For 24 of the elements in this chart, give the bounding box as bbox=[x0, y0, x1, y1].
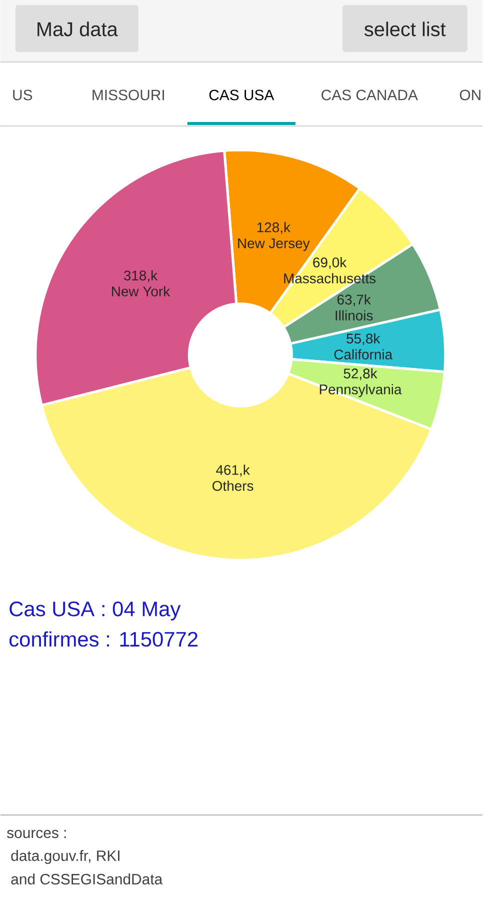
data-label: 55,8k bbox=[346, 333, 380, 346]
slice-label: New York bbox=[112, 286, 170, 296]
text: and CSSEGISandData bbox=[11, 874, 163, 884]
slice-label: Illinois bbox=[336, 310, 373, 321]
data-label: 318,k bbox=[124, 270, 158, 282]
text: confirmes : 1150772 bbox=[10, 631, 198, 647]
source-note: sources : bbox=[7, 830, 66, 838]
text: MaJ data bbox=[38, 22, 118, 36]
text: data.gouv.fr, RKI bbox=[11, 850, 120, 864]
text: US bbox=[13, 90, 32, 100]
data-label: 128,k bbox=[257, 222, 291, 234]
text: CAS CANADA bbox=[322, 90, 418, 100]
text: Cas USA : 04 May bbox=[10, 602, 181, 620]
data-label: 461,k bbox=[216, 464, 250, 477]
text: ON bbox=[460, 90, 480, 100]
text: CAS USA bbox=[209, 90, 274, 100]
data-label: 63,7k bbox=[338, 294, 371, 306]
data-label: 69,0k bbox=[313, 257, 347, 270]
text: MISSOURI bbox=[92, 90, 164, 100]
slice-label: California bbox=[334, 349, 393, 360]
text: select list bbox=[364, 22, 446, 36]
slice-label: Others bbox=[212, 480, 254, 491]
data-label: 52,8k bbox=[344, 368, 378, 380]
slice-label: New Jersey bbox=[238, 238, 310, 251]
